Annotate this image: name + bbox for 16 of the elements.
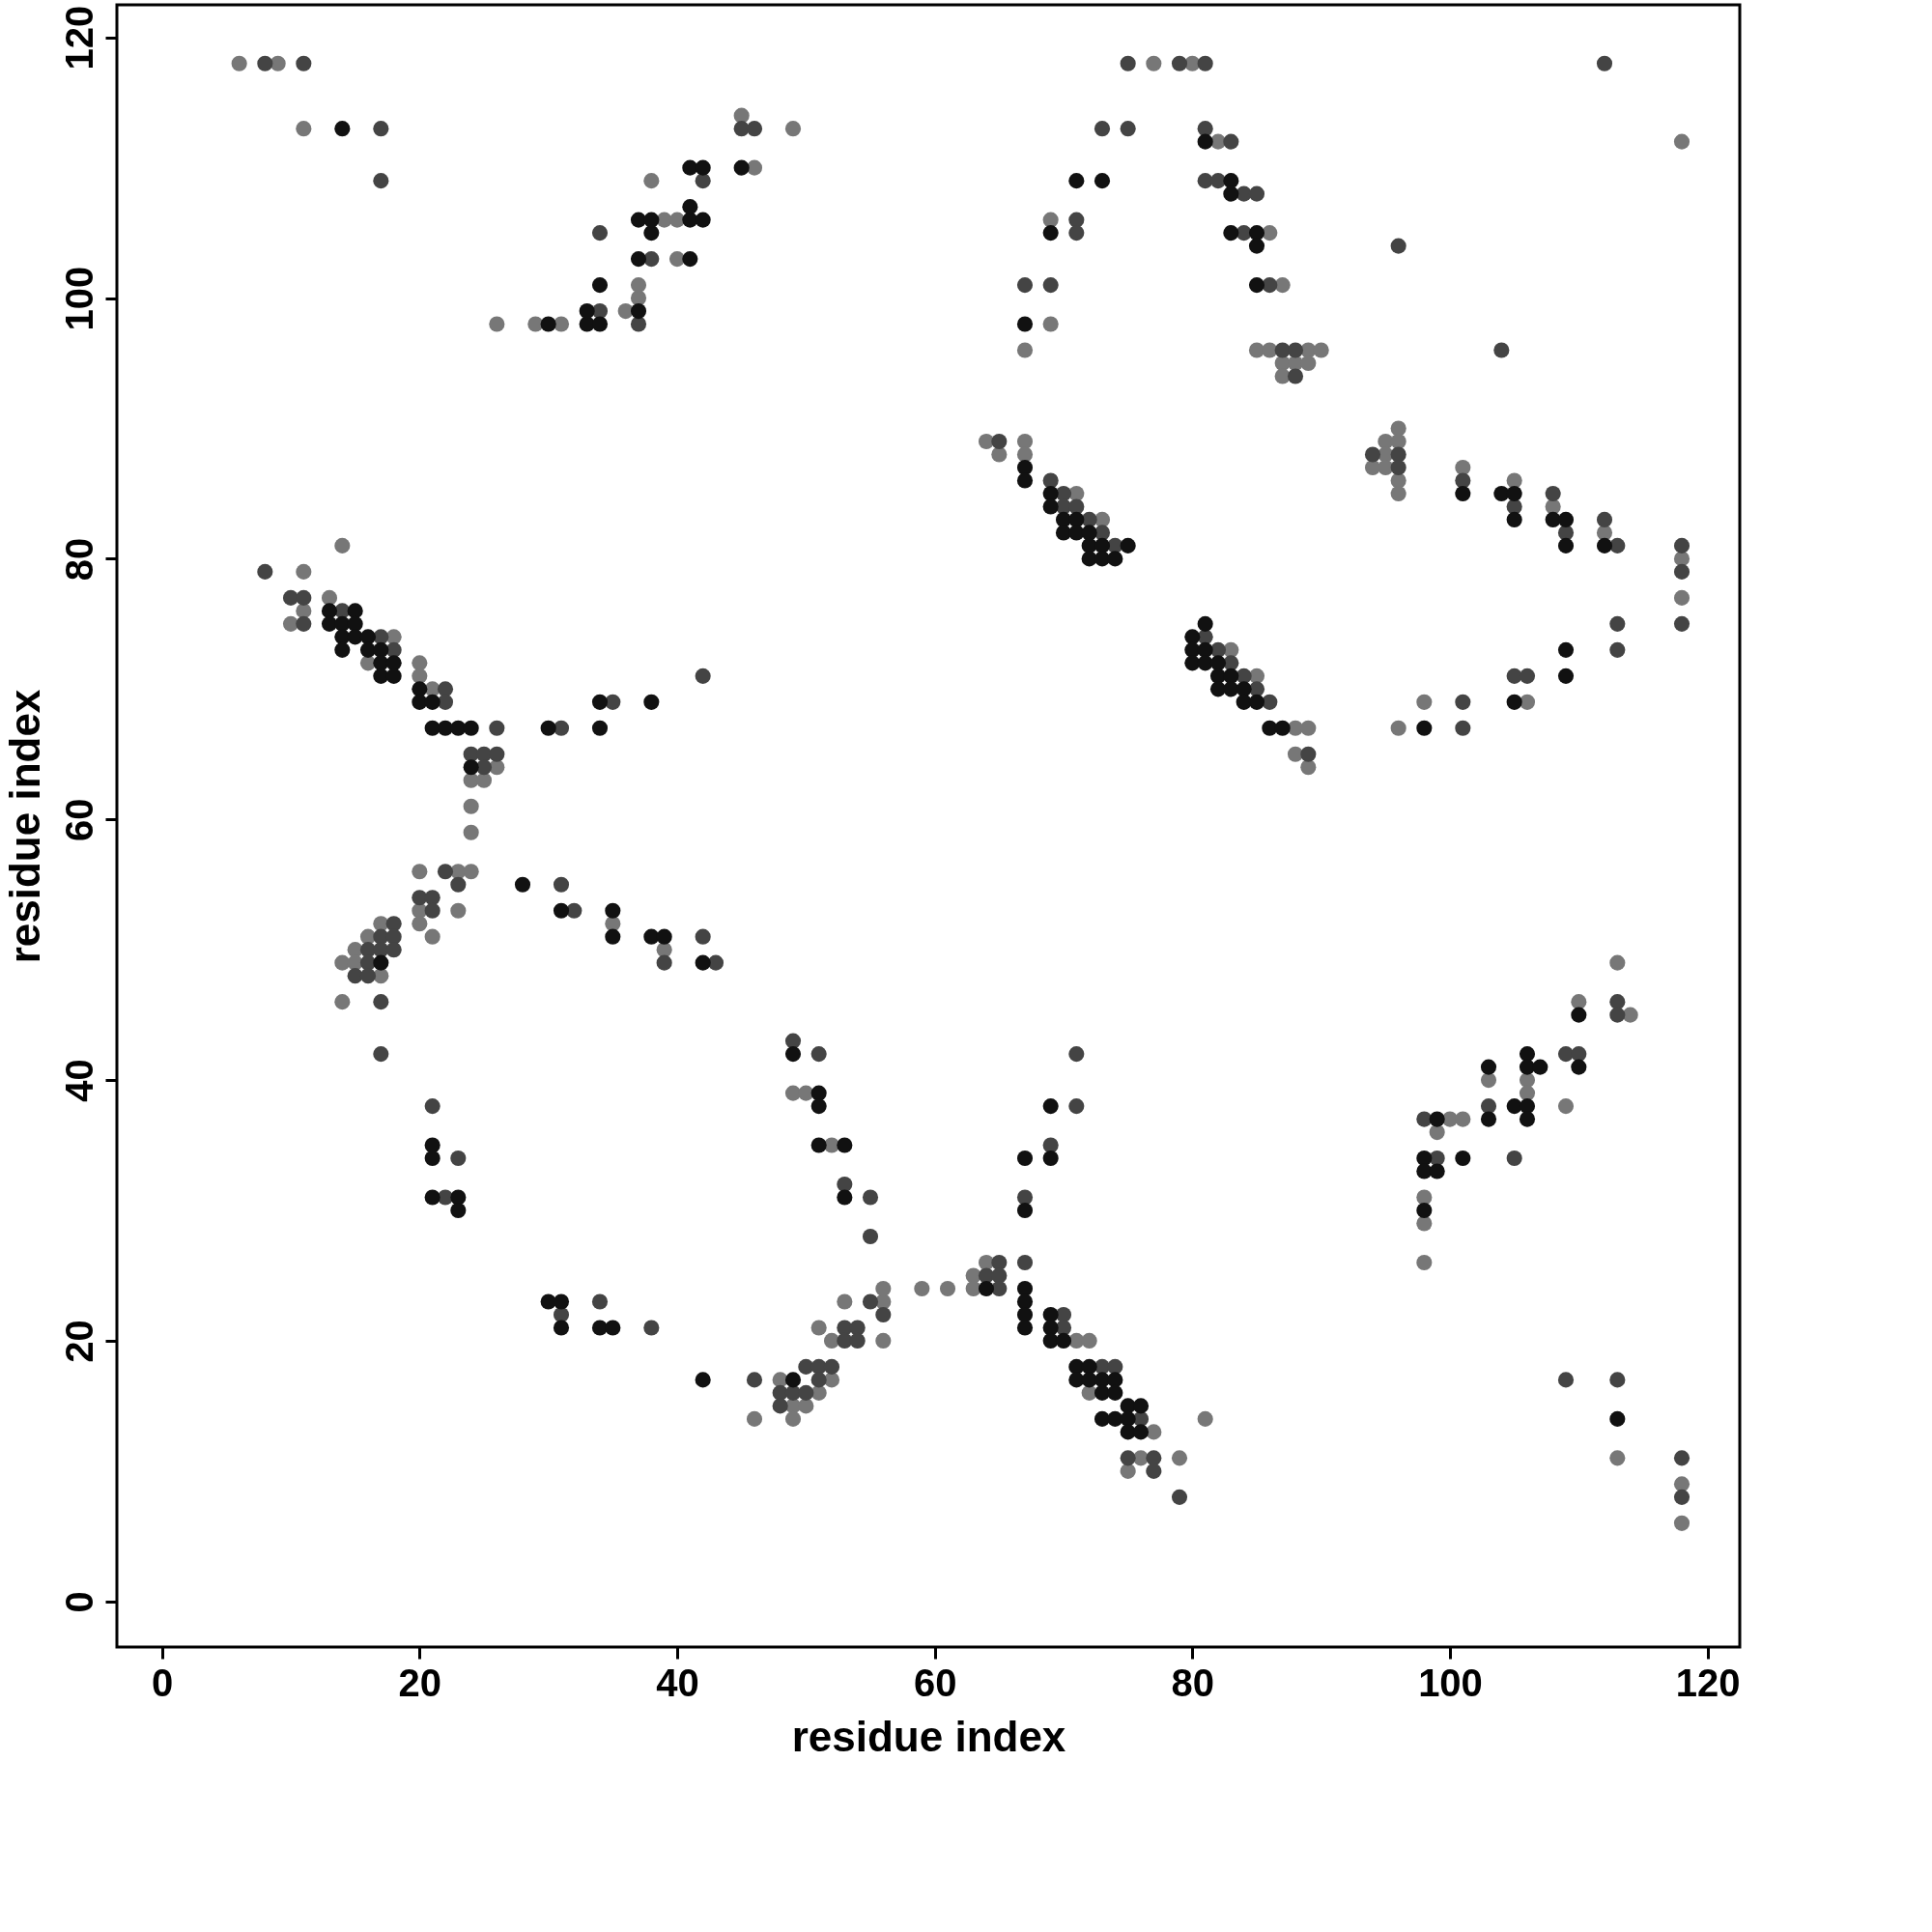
x-axis-title: residue index — [791, 1712, 1066, 1760]
x-tick-label: 100 — [1418, 1661, 1483, 1704]
x-tick-label: 40 — [656, 1661, 699, 1704]
x-tick-label: 20 — [398, 1661, 442, 1704]
x-tick-label: 0 — [152, 1661, 174, 1704]
y-tick-label: 0 — [57, 1591, 100, 1613]
y-tick-label: 60 — [57, 798, 100, 841]
y-tick-label: 120 — [57, 5, 100, 71]
y-axis-title: residue index — [0, 689, 48, 964]
x-tick-label: 60 — [913, 1661, 957, 1704]
y-tick-label: 80 — [57, 537, 100, 582]
y-tick-label: 20 — [57, 1320, 100, 1363]
y-tick-label: 40 — [57, 1059, 100, 1102]
y-tick-label: 100 — [57, 266, 100, 331]
x-tick-label: 80 — [1171, 1661, 1215, 1704]
x-tick-label: 120 — [1675, 1661, 1741, 1704]
